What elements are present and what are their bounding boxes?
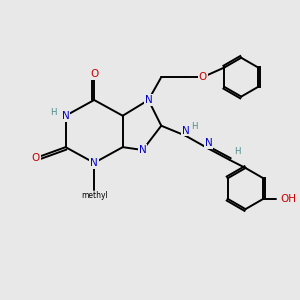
Text: N: N <box>90 158 98 168</box>
Text: O: O <box>32 153 40 163</box>
Text: O: O <box>90 69 98 79</box>
Text: N: N <box>205 138 212 148</box>
Text: H: H <box>235 148 241 157</box>
Text: O: O <box>199 72 207 82</box>
Text: H: H <box>191 122 197 131</box>
Text: N: N <box>62 111 70 121</box>
Text: H: H <box>50 108 57 117</box>
Text: N: N <box>145 95 152 105</box>
Text: methyl: methyl <box>81 191 107 200</box>
Text: N: N <box>139 145 147 155</box>
Text: N: N <box>182 126 189 136</box>
Text: OH: OH <box>280 194 296 204</box>
